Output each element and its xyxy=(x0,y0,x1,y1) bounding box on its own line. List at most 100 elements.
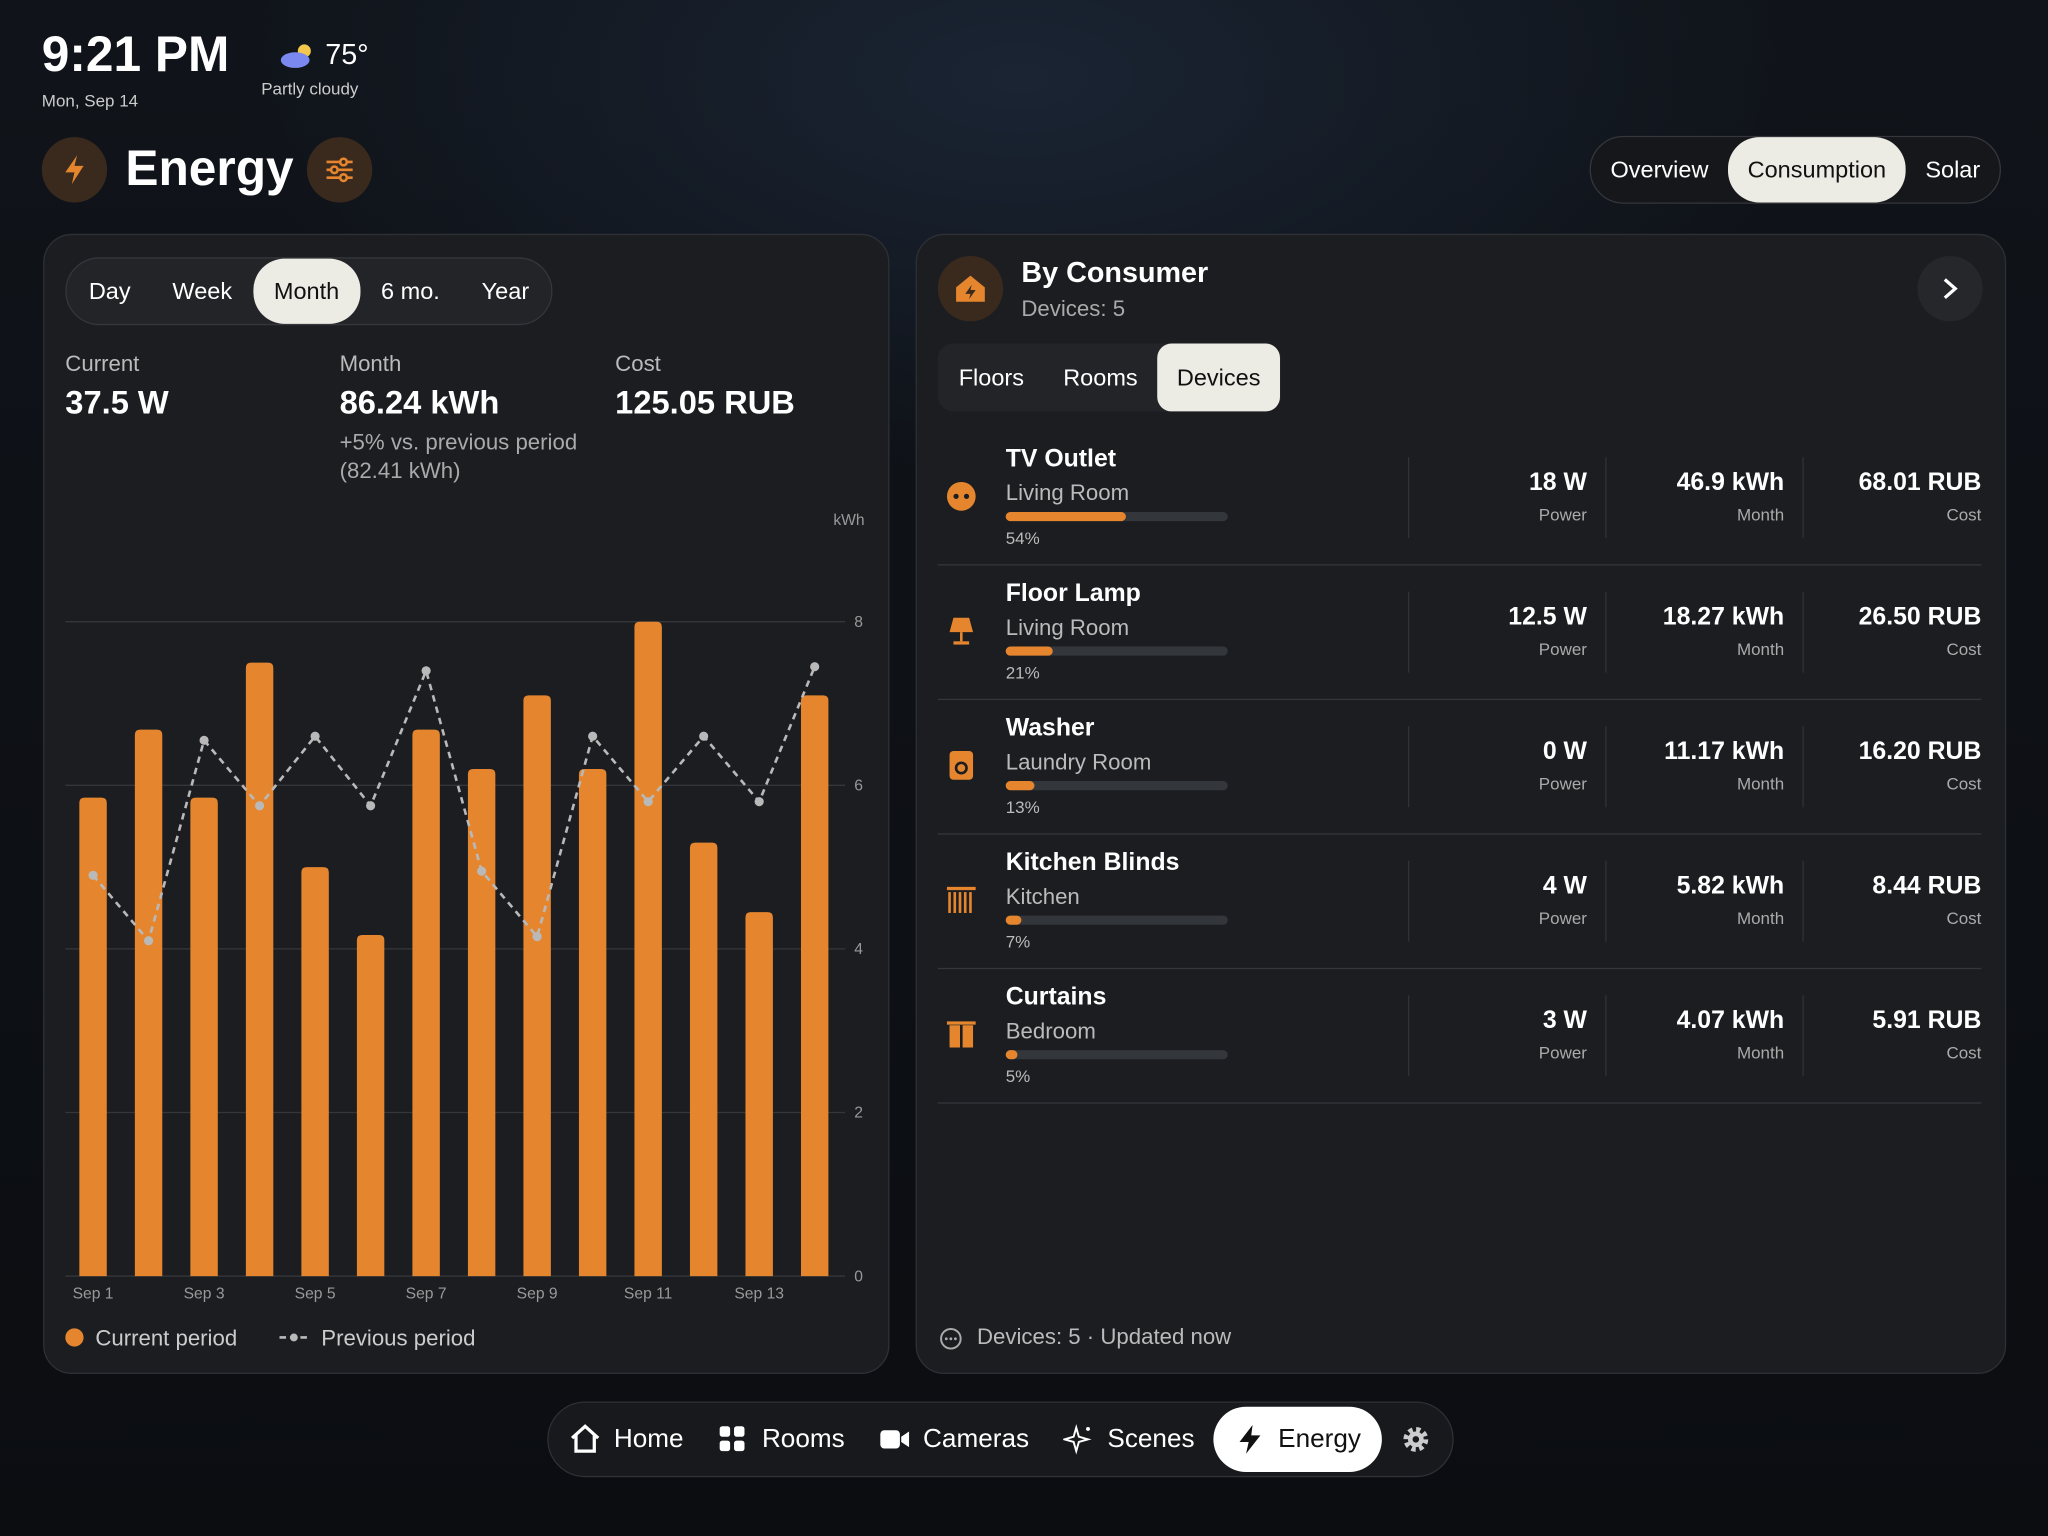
bar xyxy=(800,695,829,1277)
nav-item[interactable]: Energy xyxy=(1212,1406,1382,1472)
nav-bar: Home Rooms Cameras Scenes Energy xyxy=(547,1401,1454,1478)
temperature: 75° xyxy=(325,37,369,71)
device-cost: 26.50 RUB xyxy=(1858,603,1982,631)
nav-label: Energy xyxy=(1278,1424,1361,1454)
view-tab[interactable]: Consumption xyxy=(1728,137,1906,203)
share-track xyxy=(1005,1050,1228,1060)
row-divider xyxy=(937,967,1982,970)
nav-label: Rooms xyxy=(761,1424,845,1454)
divider xyxy=(1802,726,1804,808)
consumer-tab[interactable]: Rooms xyxy=(1063,363,1138,390)
share-bar xyxy=(1005,646,1053,656)
chart: kWh 0 2 4 6 8 Sep 1 Sep 3 Sep 5 Sep 7 Sep 9 Sep 11 S… xyxy=(65,512,865,1350)
point xyxy=(421,666,431,676)
column-caption: Power xyxy=(1538,908,1587,928)
view-tabs: Overview Consumption Solar xyxy=(1589,135,2002,204)
row-divider xyxy=(937,1102,1982,1104)
y-tick-label: 8 xyxy=(854,614,863,631)
share-bar xyxy=(1005,1050,1017,1060)
divider xyxy=(1407,457,1410,539)
range-tab[interactable]: Month xyxy=(252,258,361,324)
column-caption: Cost xyxy=(1946,773,1982,794)
share-label: 54% xyxy=(1005,528,1040,548)
stat-value: 86.24 kWh xyxy=(339,384,500,422)
divider xyxy=(1407,995,1410,1077)
point xyxy=(88,870,98,880)
bar xyxy=(79,797,107,1277)
divider xyxy=(1802,457,1804,539)
bar xyxy=(689,842,718,1277)
nav-item[interactable]: Scenes xyxy=(1047,1407,1210,1472)
share-track xyxy=(1005,646,1228,656)
share-label: 5% xyxy=(1005,1066,1031,1087)
column-caption: Month xyxy=(1736,908,1785,928)
column-caption: Month xyxy=(1736,1042,1785,1063)
time: 9:21 PM xyxy=(41,28,230,83)
bar xyxy=(245,662,274,1277)
range-tab[interactable]: Year xyxy=(481,277,530,304)
row-divider xyxy=(937,833,1982,835)
bar xyxy=(190,797,218,1277)
column-caption: Power xyxy=(1538,639,1587,659)
nav-icon xyxy=(570,1424,600,1453)
nav-item[interactable]: Rooms xyxy=(702,1407,861,1472)
view-tab[interactable]: Overview xyxy=(1610,156,1709,183)
device-cost: 5.91 RUB xyxy=(1872,1007,1982,1035)
divider xyxy=(1605,457,1607,539)
nav-item[interactable]: Cameras xyxy=(863,1407,1045,1472)
device-power: 18 W xyxy=(1528,468,1587,497)
point xyxy=(699,731,709,741)
settings-nav[interactable] xyxy=(1384,1424,1447,1455)
bar xyxy=(578,768,607,1277)
range-tab[interactable]: Day xyxy=(88,277,131,304)
device-room: Living Room xyxy=(1005,480,1130,506)
range-tab[interactable]: 6 mo. xyxy=(381,277,440,304)
row-divider xyxy=(937,564,1982,566)
device-icon xyxy=(949,617,974,645)
energy-icon xyxy=(41,137,108,203)
divider xyxy=(1407,726,1410,808)
divider xyxy=(1605,995,1607,1077)
bar xyxy=(523,695,551,1277)
nav-item[interactable]: Home xyxy=(554,1407,699,1472)
settings-button[interactable] xyxy=(306,137,373,203)
share-track xyxy=(1005,915,1228,925)
consumer-panel xyxy=(915,233,2007,1375)
nav-label: Home xyxy=(613,1424,684,1454)
device-room: Kitchen xyxy=(1005,884,1080,910)
bar xyxy=(134,729,163,1277)
view-tab[interactable]: Solar xyxy=(1925,156,1981,183)
x-tick-label: Sep 5 xyxy=(295,1285,336,1302)
divider xyxy=(1407,860,1410,942)
device-month: 5.82 kWh xyxy=(1676,872,1785,900)
stat-label: Month xyxy=(339,351,402,377)
column-caption: Cost xyxy=(1946,908,1982,928)
column-caption: Cost xyxy=(1946,639,1982,659)
share-bar xyxy=(1005,781,1035,791)
device-room: Living Room xyxy=(1005,615,1130,640)
nav-icon xyxy=(1062,1424,1092,1455)
bar xyxy=(301,867,329,1277)
bar xyxy=(356,934,385,1277)
column-caption: Cost xyxy=(1946,504,1982,525)
line xyxy=(92,666,816,944)
device-power: 3 W xyxy=(1542,1007,1587,1035)
consumer-tabs: Floors Rooms Devices xyxy=(937,343,1282,412)
open-button[interactable] xyxy=(1917,255,1983,322)
row-divider xyxy=(937,698,1982,701)
point xyxy=(199,735,209,745)
legend-swatch xyxy=(65,1328,84,1347)
y-tick-label: 6 xyxy=(854,778,863,795)
divider xyxy=(1802,995,1804,1077)
range-tab[interactable]: Week xyxy=(172,277,233,304)
column-caption: Month xyxy=(1736,639,1785,659)
consumer-tab[interactable]: Floors xyxy=(958,363,1025,390)
device-power: 12.5 W xyxy=(1508,603,1587,631)
consumer-tab[interactable]: Devices xyxy=(1157,343,1281,412)
bar xyxy=(634,621,662,1277)
x-tick-label: Sep 13 xyxy=(734,1285,784,1302)
column-caption: Power xyxy=(1538,1042,1587,1063)
device-room: Bedroom xyxy=(1005,1018,1096,1044)
